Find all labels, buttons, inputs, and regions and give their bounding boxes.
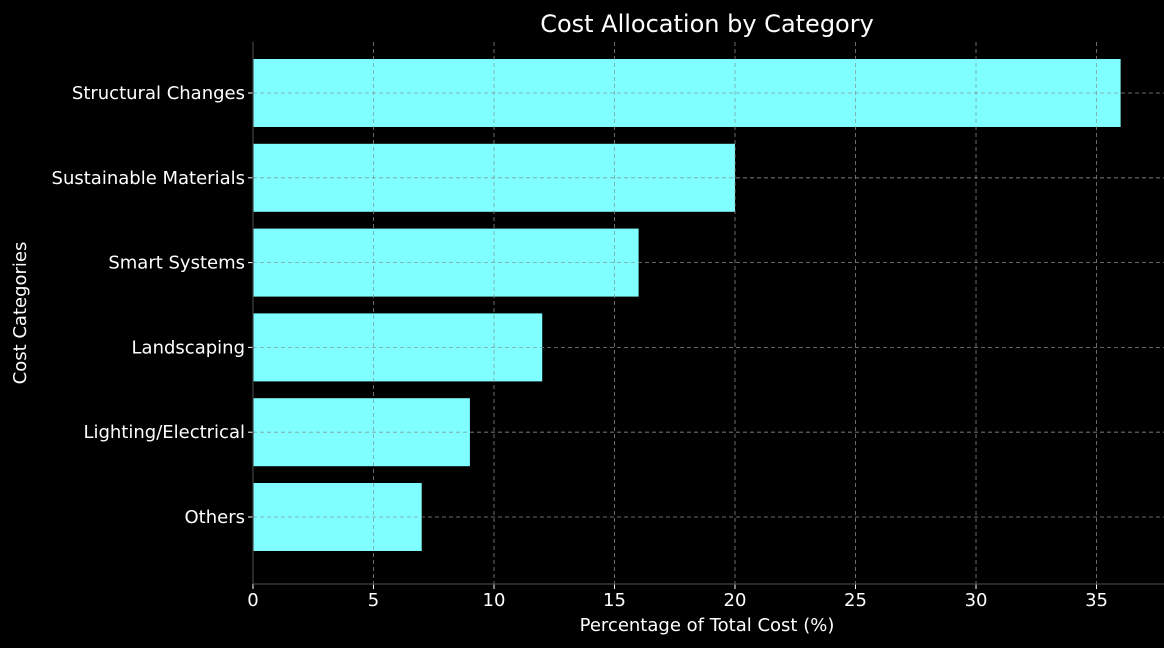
x-axis-label: Percentage of Total Cost (%) — [580, 615, 835, 636]
labels-layer: 0 5 10 15 20 25 30 35 Structural Changes Sustaina… — [52, 83, 1108, 611]
x-tick-label: 35 — [1085, 590, 1108, 611]
x-tick-label: 20 — [724, 590, 747, 611]
y-tick-label: Lighting/Electrical — [83, 422, 245, 443]
x-tick-label: 15 — [603, 590, 626, 611]
y-tick-label: Smart Systems — [108, 253, 245, 274]
x-tick-label: 30 — [965, 590, 988, 611]
x-tick-label: 25 — [844, 590, 867, 611]
x-tick-label: 0 — [247, 590, 258, 611]
y-tick-label: Structural Changes — [72, 83, 245, 104]
x-tick-label: 5 — [368, 590, 379, 611]
chart-title: Cost Allocation by Category — [540, 10, 874, 38]
y-tick-label: Landscaping — [132, 337, 245, 358]
y-tick-label: Others — [185, 507, 246, 528]
x-tick-label: 10 — [483, 590, 506, 611]
bars-layer — [252, 42, 1164, 584]
y-axis-label: Cost Categories — [10, 242, 31, 385]
axes-layer — [248, 42, 1164, 589]
y-tick-label: Sustainable Materials — [52, 168, 245, 189]
